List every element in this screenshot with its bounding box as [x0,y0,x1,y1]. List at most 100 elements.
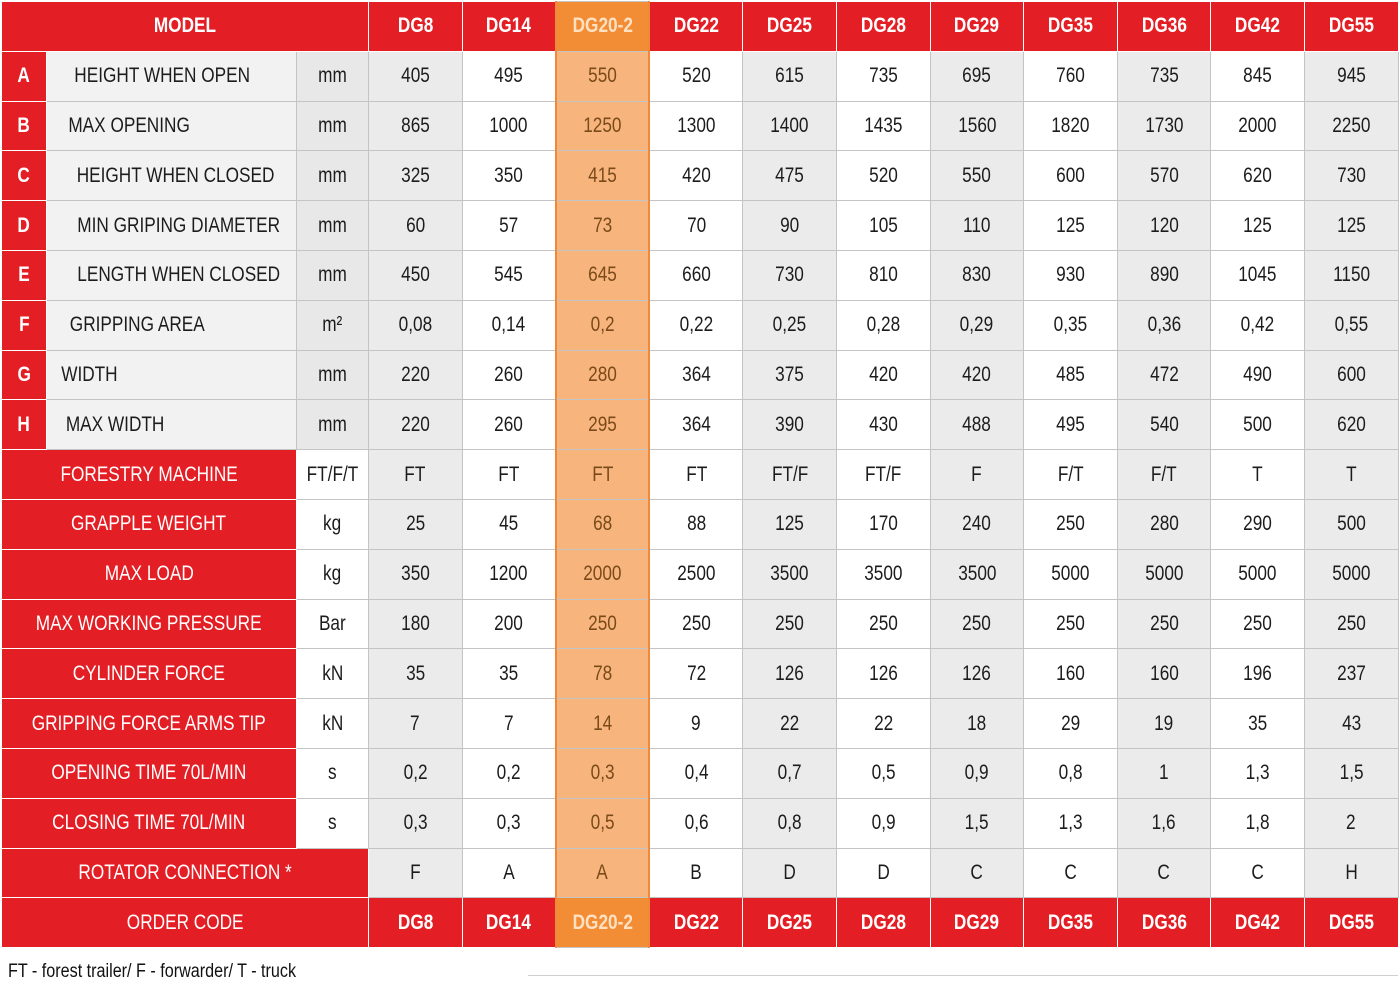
value-cell: 170 [835,498,931,550]
value-cell-text: 250 [1149,611,1179,635]
value-cell: 260 [461,399,557,451]
value-cell: 125 [1210,200,1305,251]
value-cell-text: 7 [410,711,421,735]
value-cell: 485 [1023,349,1118,401]
value-cell-text: FT [498,462,520,486]
value-cell-text: 430 [868,412,898,436]
value-cell: 0,35 [1023,299,1118,351]
dimension-row: E LENGTH WHEN CLOSED mm 450 545 645 660 730 810 8… [1,249,1399,301]
row-unit-text: mm [318,163,347,187]
row-letter-text: D [17,213,31,237]
value-cell-text: 295 [588,412,617,436]
value-cell-text: 22 [873,711,893,735]
value-cell: 3500 [742,548,837,600]
value-cell: 1820 [1023,100,1118,152]
value-cell: 35 [1210,698,1305,749]
value-cell-text: 1,3 [1058,811,1083,835]
value-cell: 1,5 [929,797,1025,849]
value-cell: 945 [1303,50,1399,102]
value-cell-text: 485 [1056,362,1085,386]
value-cell: A [554,847,651,899]
spec-label-text: GRIPPING FORCE ARMS TIP [31,711,267,735]
header-row: MODEL DG8 DG14 DG20-2 DG22 DG25 DG28 DG29 DG35 DG… [1,1,1399,52]
value-cell-text: 0,3 [590,761,615,785]
value-cell: 22 [742,698,837,749]
value-cell-text: 125 [1336,213,1366,237]
value-cell-text: 520 [868,163,898,187]
model-column-header-text: DG25 [767,14,813,38]
row-label-text: WIDTH [61,362,118,386]
value-cell: 220 [368,399,463,451]
value-cell: 2500 [648,548,744,600]
value-cell: 250 [1023,498,1118,550]
value-cell-text: 237 [1336,661,1366,685]
specification-table: MODEL DG8 DG14 DG20-2 DG22 DG25 DG28 DG29 DG35 DG… [1,1,1399,949]
row-letter: H [1,399,47,451]
value-cell: 520 [648,50,744,102]
row-unit-text: kg [323,562,342,586]
value-cell: 3500 [929,548,1025,600]
value-cell: 18 [929,698,1025,749]
spec-label-text: GRAPPLE WEIGHT [71,512,227,536]
value-cell-text: 450 [400,263,430,287]
value-cell: 29 [1023,698,1118,749]
row-label: GRIPPING AREA [46,299,297,351]
row-letter-text: C [17,163,31,187]
value-cell: 1435 [835,100,931,152]
value-cell: FT/F [835,449,931,500]
value-cell: 500 [1210,399,1305,451]
value-cell-text: 0,8 [1058,761,1083,785]
value-cell-text: FT [685,462,707,486]
value-cell: 5000 [1116,548,1212,600]
dimension-row: H MAX WIDTH mm 220 260 295 364 390 430 488 495 540 5… [1,399,1399,451]
value-cell: 0,7 [742,747,837,799]
value-cell: 250 [554,598,651,650]
value-cell-text: 35 [499,661,519,685]
value-cell-text: 180 [400,611,430,635]
row-label: MAX WIDTH [46,399,297,451]
value-cell: 280 [554,349,651,401]
value-cell: 196 [1210,648,1305,700]
value-cell-text: D [783,860,796,884]
model-column-header-text: DG35 [1047,14,1093,38]
value-cell: FT/F [742,449,837,500]
spec-row: MAX LOAD kg 350 1200 2000 2500 3500 3500 3500 500… [1,548,1399,600]
value-cell-text: 1,5 [964,811,989,835]
value-cell-text: 735 [1149,64,1179,88]
value-cell-text: 200 [494,611,524,635]
model-column-header: DG29 [929,1,1025,52]
value-cell-text: 250 [962,611,992,635]
row-unit-text: mm [318,64,347,88]
value-cell: 645 [554,249,651,301]
value-cell: 1000 [461,100,557,152]
row-unit: mm [296,349,369,401]
value-cell-text: 1200 [489,562,528,586]
dimension-row: G WIDTH mm 220 260 280 364 375 420 420 485 472 490 60… [1,349,1399,401]
value-cell: 180 [368,598,463,650]
value-cell-text: 520 [681,64,711,88]
row-letter: E [1,249,47,301]
value-cell: 1200 [461,548,557,600]
value-cell-text: 472 [1149,362,1179,386]
value-cell: 1,3 [1023,797,1118,849]
rotator-label: ROTATOR CONNECTION * [1,847,369,899]
value-cell: 660 [648,249,744,301]
value-cell: H [1303,847,1399,899]
value-cell: 390 [742,399,837,451]
model-column-header-text: DG36 [1141,14,1187,38]
value-cell-text: 126 [775,661,805,685]
value-cell-text: 0,28 [866,313,901,337]
value-cell-text: 60 [405,213,425,237]
value-cell-text: 2000 [583,562,622,586]
model-header-text: MODEL [153,14,217,38]
value-cell: 1 [1116,747,1212,799]
order-code-cell-text: DG35 [1047,910,1093,934]
value-cell-text: 250 [1056,611,1085,635]
value-cell-text: 1000 [489,113,528,137]
order-code-cell-text: DG14 [486,910,532,934]
value-cell-text: 375 [775,362,805,386]
value-cell: 1730 [1116,100,1212,152]
model-column-header: DG42 [1210,1,1305,52]
order-code-label-text: ORDER CODE [126,910,244,934]
row-unit-text: mm [318,362,347,386]
